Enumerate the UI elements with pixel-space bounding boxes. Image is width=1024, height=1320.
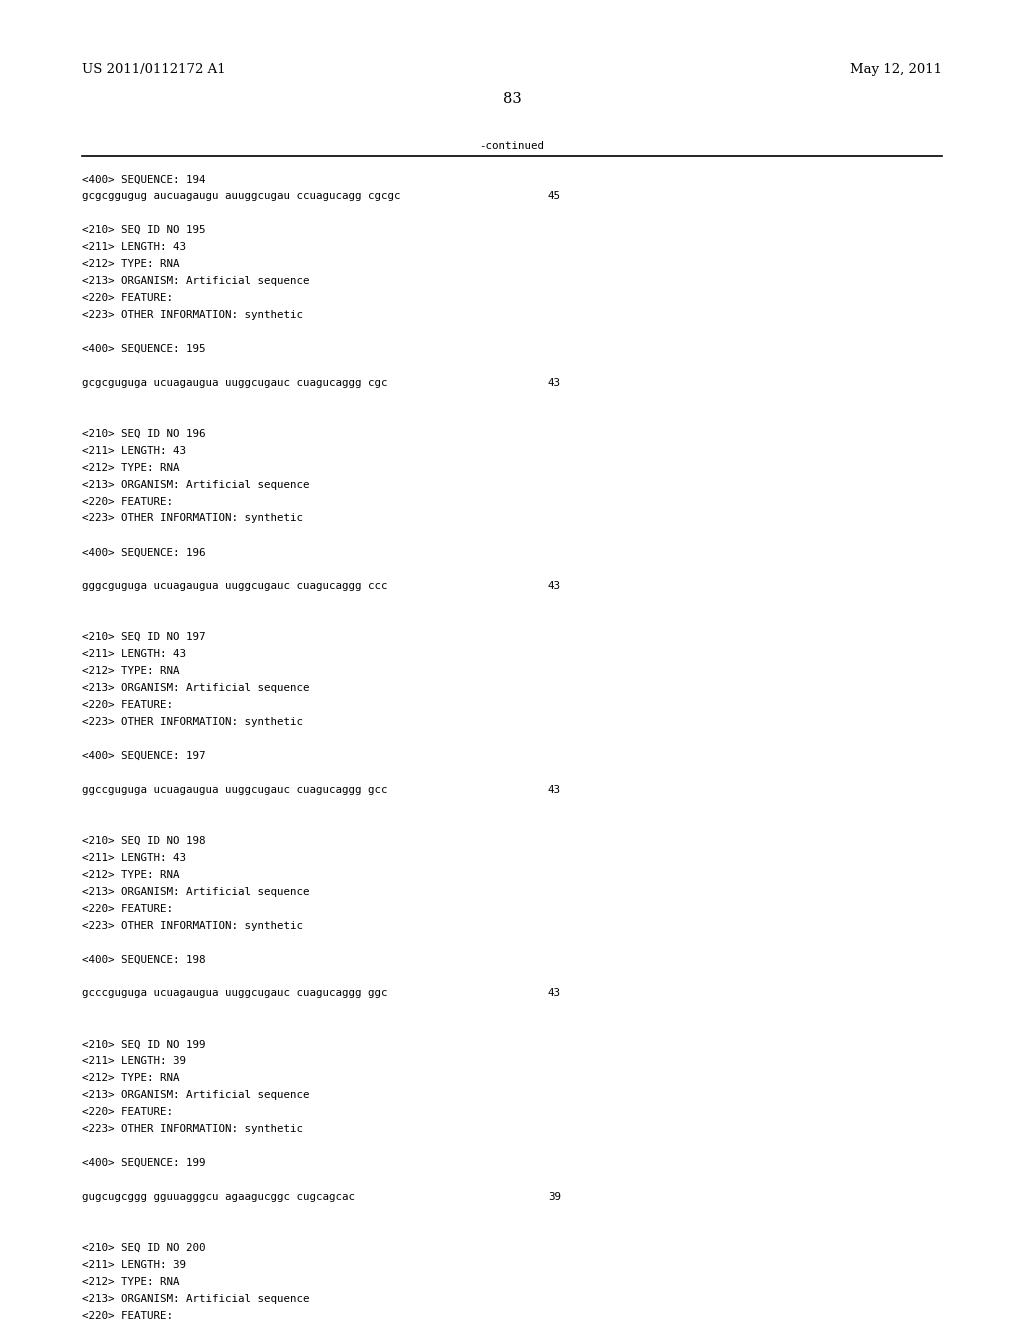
Text: <220> FEATURE:: <220> FEATURE: — [82, 293, 173, 304]
Text: <211> LENGTH: 43: <211> LENGTH: 43 — [82, 446, 186, 455]
Text: 43: 43 — [548, 378, 561, 388]
Text: -continued: -continued — [479, 141, 545, 152]
Text: <210> SEQ ID NO 200: <210> SEQ ID NO 200 — [82, 1243, 206, 1253]
Text: <220> FEATURE:: <220> FEATURE: — [82, 1107, 173, 1117]
Text: <400> SEQUENCE: 198: <400> SEQUENCE: 198 — [82, 954, 206, 965]
Text: <210> SEQ ID NO 196: <210> SEQ ID NO 196 — [82, 429, 206, 438]
Text: <400> SEQUENCE: 195: <400> SEQUENCE: 195 — [82, 345, 206, 354]
Text: gcgcguguga ucuagaugua uuggcugauc cuagucaggg cgc: gcgcguguga ucuagaugua uuggcugauc cuaguca… — [82, 378, 387, 388]
Text: <211> LENGTH: 43: <211> LENGTH: 43 — [82, 853, 186, 863]
Text: gggcguguga ucuagaugua uuggcugauc cuagucaggg ccc: gggcguguga ucuagaugua uuggcugauc cuaguca… — [82, 581, 387, 591]
Text: <223> OTHER INFORMATION: synthetic: <223> OTHER INFORMATION: synthetic — [82, 310, 303, 319]
Text: 45: 45 — [548, 191, 561, 201]
Text: <220> FEATURE:: <220> FEATURE: — [82, 496, 173, 507]
Text: <212> TYPE: RNA: <212> TYPE: RNA — [82, 870, 179, 879]
Text: <223> OTHER INFORMATION: synthetic: <223> OTHER INFORMATION: synthetic — [82, 920, 303, 931]
Text: <213> ORGANISM: Artificial sequence: <213> ORGANISM: Artificial sequence — [82, 1294, 309, 1304]
Text: <223> OTHER INFORMATION: synthetic: <223> OTHER INFORMATION: synthetic — [82, 717, 303, 727]
Text: <220> FEATURE:: <220> FEATURE: — [82, 700, 173, 710]
Text: <211> LENGTH: 39: <211> LENGTH: 39 — [82, 1259, 186, 1270]
Text: 43: 43 — [548, 581, 561, 591]
Text: <400> SEQUENCE: 199: <400> SEQUENCE: 199 — [82, 1158, 206, 1168]
Text: <212> TYPE: RNA: <212> TYPE: RNA — [82, 667, 179, 676]
Text: <211> LENGTH: 39: <211> LENGTH: 39 — [82, 1056, 186, 1067]
Text: <400> SEQUENCE: 197: <400> SEQUENCE: 197 — [82, 751, 206, 760]
Text: gcgcggugug aucuagaugu auuggcugau ccuagucagg cgcgc: gcgcggugug aucuagaugu auuggcugau ccuaguc… — [82, 191, 400, 201]
Text: <223> OTHER INFORMATION: synthetic: <223> OTHER INFORMATION: synthetic — [82, 1125, 303, 1134]
Text: 43: 43 — [548, 989, 561, 998]
Text: <212> TYPE: RNA: <212> TYPE: RNA — [82, 259, 179, 269]
Text: May 12, 2011: May 12, 2011 — [850, 63, 942, 77]
Text: 43: 43 — [548, 785, 561, 795]
Text: <213> ORGANISM: Artificial sequence: <213> ORGANISM: Artificial sequence — [82, 479, 309, 490]
Text: <213> ORGANISM: Artificial sequence: <213> ORGANISM: Artificial sequence — [82, 887, 309, 896]
Text: <212> TYPE: RNA: <212> TYPE: RNA — [82, 462, 179, 473]
Text: <210> SEQ ID NO 198: <210> SEQ ID NO 198 — [82, 836, 206, 846]
Text: <212> TYPE: RNA: <212> TYPE: RNA — [82, 1276, 179, 1287]
Text: 83: 83 — [503, 92, 521, 107]
Text: <220> FEATURE:: <220> FEATURE: — [82, 904, 173, 913]
Text: <223> OTHER INFORMATION: synthetic: <223> OTHER INFORMATION: synthetic — [82, 513, 303, 524]
Text: <211> LENGTH: 43: <211> LENGTH: 43 — [82, 649, 186, 659]
Text: <210> SEQ ID NO 199: <210> SEQ ID NO 199 — [82, 1039, 206, 1049]
Text: <220> FEATURE:: <220> FEATURE: — [82, 1311, 173, 1320]
Text: <213> ORGANISM: Artificial sequence: <213> ORGANISM: Artificial sequence — [82, 276, 309, 286]
Text: <210> SEQ ID NO 197: <210> SEQ ID NO 197 — [82, 632, 206, 643]
Text: <400> SEQUENCE: 194: <400> SEQUENCE: 194 — [82, 174, 206, 185]
Text: US 2011/0112172 A1: US 2011/0112172 A1 — [82, 63, 225, 77]
Text: <400> SEQUENCE: 196: <400> SEQUENCE: 196 — [82, 548, 206, 557]
Text: ggccguguga ucuagaugua uuggcugauc cuagucaggg gcc: ggccguguga ucuagaugua uuggcugauc cuaguca… — [82, 785, 387, 795]
Text: <210> SEQ ID NO 195: <210> SEQ ID NO 195 — [82, 226, 206, 235]
Text: <213> ORGANISM: Artificial sequence: <213> ORGANISM: Artificial sequence — [82, 1090, 309, 1100]
Text: <211> LENGTH: 43: <211> LENGTH: 43 — [82, 242, 186, 252]
Text: gugcugcggg gguuagggcu agaagucggc cugcagcac: gugcugcggg gguuagggcu agaagucggc cugcagc… — [82, 1192, 355, 1203]
Text: <213> ORGANISM: Artificial sequence: <213> ORGANISM: Artificial sequence — [82, 684, 309, 693]
Text: <212> TYPE: RNA: <212> TYPE: RNA — [82, 1073, 179, 1084]
Text: gcccguguga ucuagaugua uuggcugauc cuagucaggg ggc: gcccguguga ucuagaugua uuggcugauc cuaguca… — [82, 989, 387, 998]
Text: 39: 39 — [548, 1192, 561, 1203]
